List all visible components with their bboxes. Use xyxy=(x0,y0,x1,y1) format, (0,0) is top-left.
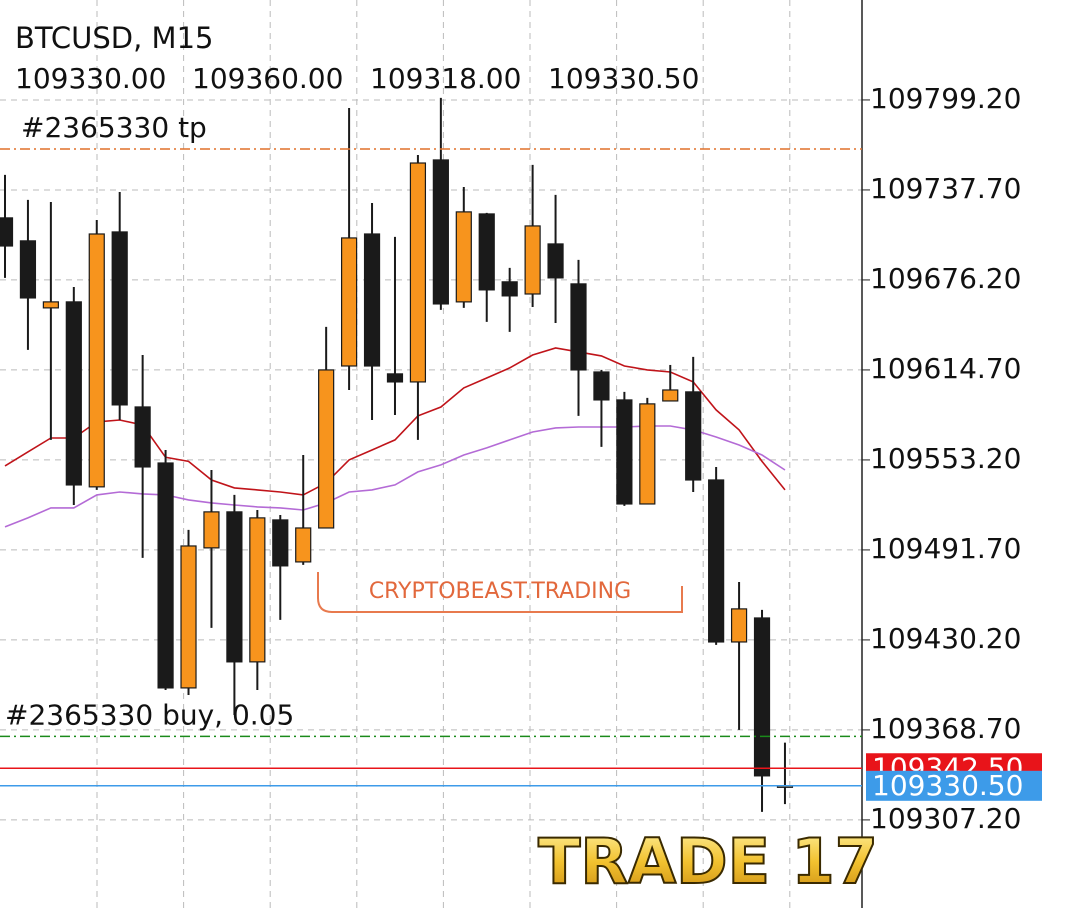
candle-body xyxy=(42,301,59,309)
level-label: #2365330 buy, 0.05 xyxy=(5,698,294,731)
candle-body xyxy=(639,403,656,505)
candle-body xyxy=(203,511,220,549)
candle-body xyxy=(685,391,702,481)
candle-body xyxy=(88,233,105,488)
bid-label: 109330.50 xyxy=(872,769,1023,802)
y-tick-label: 109368.70 xyxy=(870,712,1021,745)
candle-body xyxy=(455,211,472,303)
y-tick-label: 109307.20 xyxy=(870,802,1021,835)
candle-body xyxy=(708,479,725,643)
candle-body xyxy=(19,240,37,299)
y-tick-label: 109614.70 xyxy=(870,352,1021,385)
ohlc-low: 109318.00 xyxy=(370,62,521,95)
candle-body xyxy=(272,519,289,567)
ohlc-open: 109330.00 xyxy=(15,62,166,95)
candle-body xyxy=(0,217,14,247)
candle-body xyxy=(662,389,679,402)
candle-body xyxy=(501,281,518,297)
y-tick-label: 109737.70 xyxy=(870,172,1021,205)
ohlc-high: 109360.00 xyxy=(192,62,343,95)
ohlc-close: 109330.50 xyxy=(548,62,699,95)
candle-body xyxy=(570,283,587,371)
candle-body xyxy=(226,511,243,663)
y-tick-label: 109430.20 xyxy=(870,622,1021,655)
candle-body xyxy=(524,225,541,295)
candle-body xyxy=(249,517,266,663)
candle-body xyxy=(111,231,128,406)
candle-body xyxy=(65,301,82,486)
candle-body xyxy=(547,243,564,279)
candle-body xyxy=(593,371,610,401)
candle-body xyxy=(616,399,633,505)
candle-body xyxy=(157,462,174,689)
candle-body xyxy=(341,237,358,367)
moving-average xyxy=(4,425,786,528)
y-tick-label: 109799.20 xyxy=(870,82,1021,115)
chart-title: BTCUSD, M15 xyxy=(15,21,213,55)
bid-box xyxy=(866,770,1042,801)
candle-body xyxy=(386,373,404,383)
candle-body xyxy=(295,527,312,563)
watermark-frame xyxy=(317,572,683,613)
y-tick-label: 109676.20 xyxy=(870,262,1021,295)
level-label: #2365330 tp xyxy=(21,111,207,144)
caption: TRADE 17 xyxy=(538,825,878,898)
y-tick-label: 109553.20 xyxy=(870,442,1021,475)
plot xyxy=(0,97,794,812)
candle-body xyxy=(478,213,495,291)
candle-body xyxy=(753,617,771,777)
watermark: CRYPTOBEAST.TRADING xyxy=(369,579,631,604)
candle-body xyxy=(180,545,197,689)
candle-body xyxy=(134,406,151,468)
candle-body xyxy=(409,162,427,383)
y-tick-label: 109491.70 xyxy=(870,532,1021,565)
candle-body xyxy=(432,159,449,305)
candle-body xyxy=(730,608,748,643)
candle-body xyxy=(318,369,335,529)
candle-body xyxy=(363,233,381,367)
